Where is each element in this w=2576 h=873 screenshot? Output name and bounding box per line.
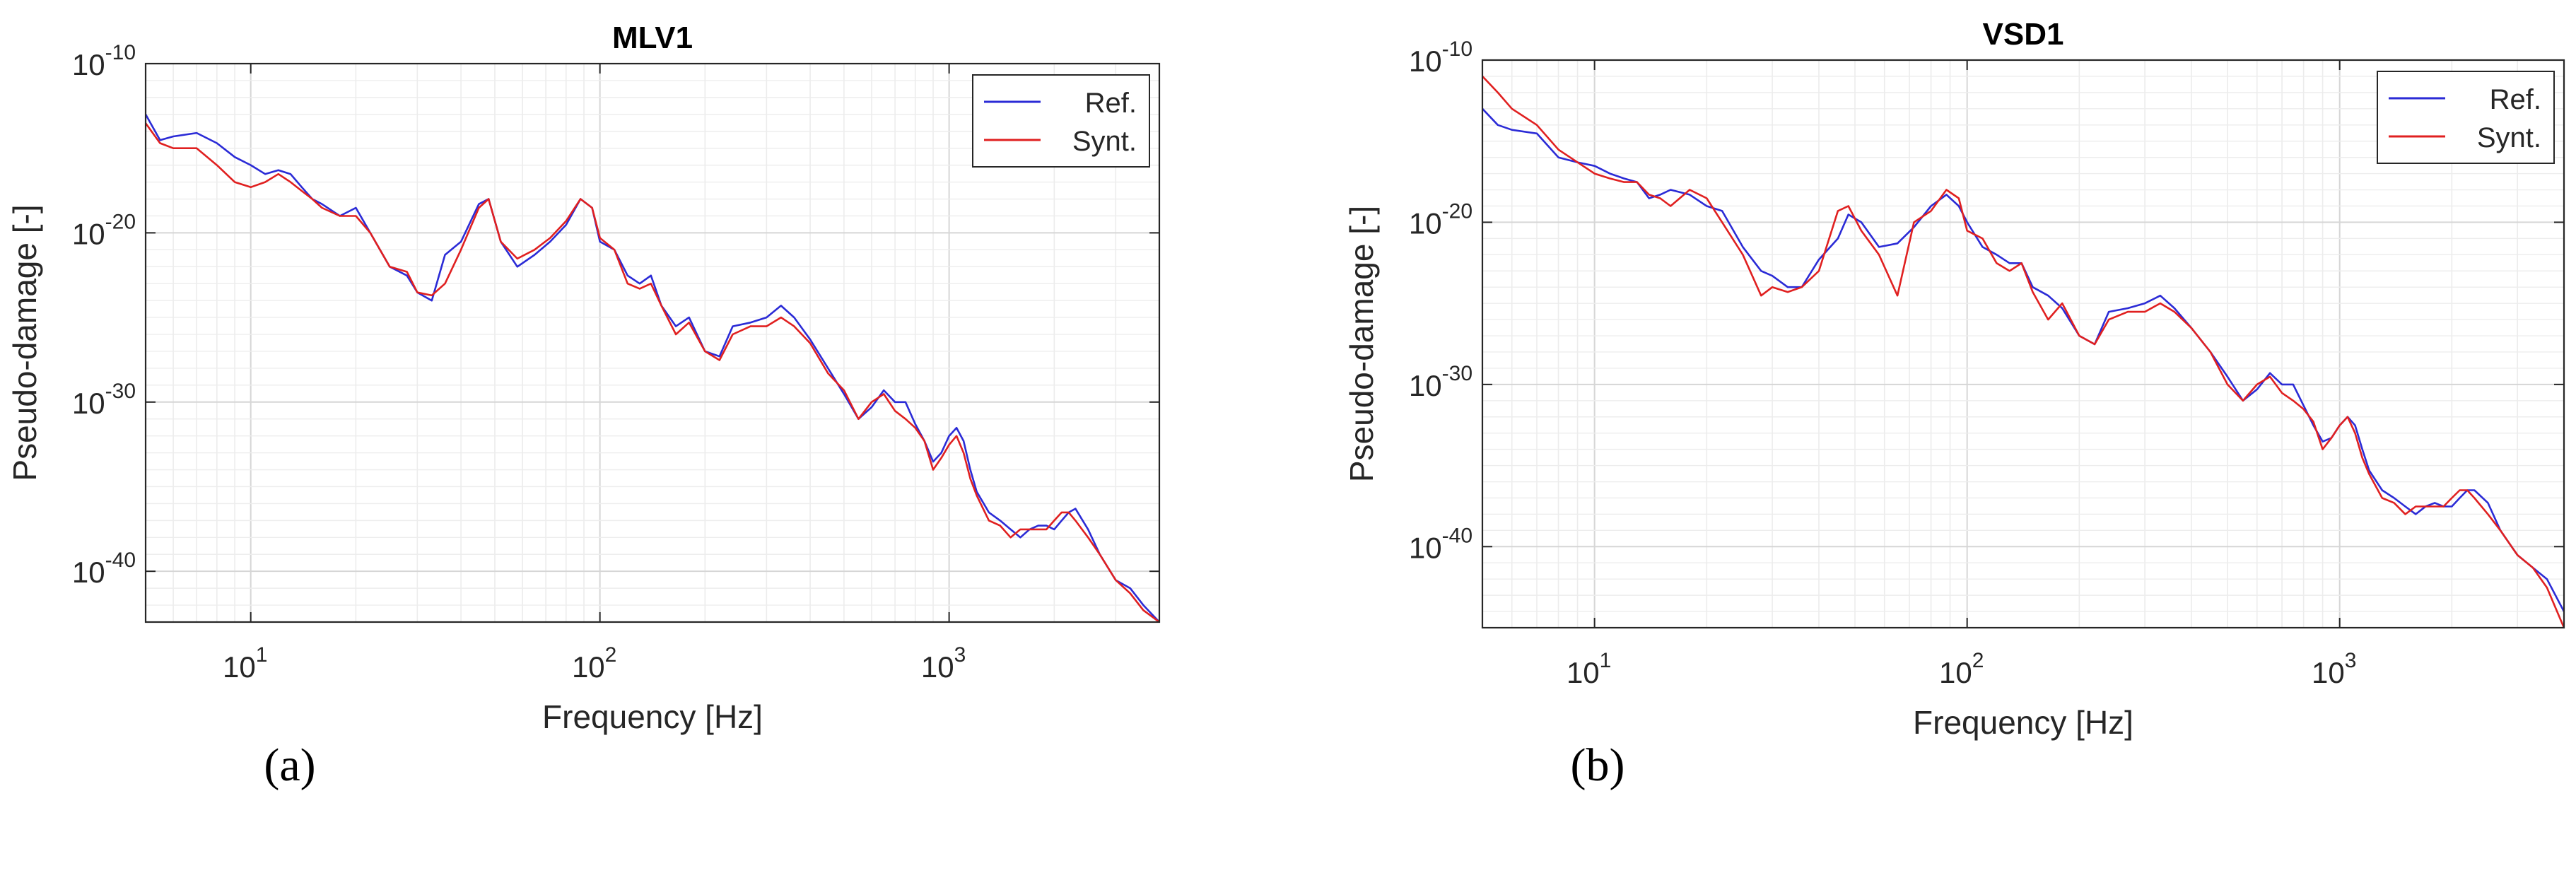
legend-label-ref: Ref. bbox=[2490, 84, 2541, 115]
x-tick-label: 102 bbox=[1939, 649, 1984, 689]
legend: Ref. Synt. bbox=[2377, 71, 2555, 164]
chart-a: 101 102 103 10-40 10-30 10-20 10-10 MLV1 Frequen… bbox=[6, 20, 1161, 735]
chart-title: VSD1 bbox=[1983, 17, 2064, 52]
x-tick-label: 101 bbox=[1567, 649, 1611, 689]
series-line-synt bbox=[144, 122, 1160, 623]
y-tick-label: 10-30 bbox=[72, 380, 136, 420]
legend-box bbox=[2377, 71, 2555, 164]
grid bbox=[146, 63, 1159, 623]
legend: Ref. Synt. bbox=[972, 74, 1150, 168]
x-tick-label: 102 bbox=[572, 643, 616, 684]
x-tick-label: 101 bbox=[223, 643, 267, 684]
series-line-ref bbox=[144, 114, 1160, 623]
panel-caption-a: (a) bbox=[264, 739, 316, 791]
y-tick-label: 10-20 bbox=[1409, 199, 1473, 240]
legend-box bbox=[972, 74, 1150, 168]
y-tick-label: 10-30 bbox=[1409, 362, 1473, 402]
y-tick-label: 10-40 bbox=[1409, 524, 1473, 564]
x-axis-label: Frequency [Hz] bbox=[542, 698, 763, 735]
y-axis-label: Pseudo-damage [-] bbox=[6, 204, 43, 481]
legend-label-synt: Synt. bbox=[1072, 126, 1137, 157]
y-axis-label: Pseudo-damage [-] bbox=[1343, 206, 1380, 482]
y-tick-label: 10-10 bbox=[72, 41, 136, 81]
y-tick-label: 10-10 bbox=[1409, 37, 1473, 78]
y-tick-label: 10-40 bbox=[72, 549, 136, 589]
axes-box bbox=[1481, 59, 2565, 629]
chart-title: MLV1 bbox=[612, 20, 693, 55]
x-axis-label: Frequency [Hz] bbox=[1913, 704, 2133, 741]
chart-b: 101 102 103 10-40 10-30 10-20 10-10 VSD1 Frequen… bbox=[1343, 17, 2565, 741]
x-tick-label: 103 bbox=[921, 643, 966, 684]
series-line-synt bbox=[1482, 76, 2565, 628]
y-tick-label: 10-20 bbox=[72, 210, 136, 250]
axes-box bbox=[144, 62, 1161, 623]
panel-caption-b: (b) bbox=[1570, 739, 1625, 791]
x-tick-label: 103 bbox=[2312, 649, 2356, 689]
legend-label-synt: Synt. bbox=[2477, 122, 2541, 153]
legend-label-ref: Ref. bbox=[1085, 88, 1137, 119]
